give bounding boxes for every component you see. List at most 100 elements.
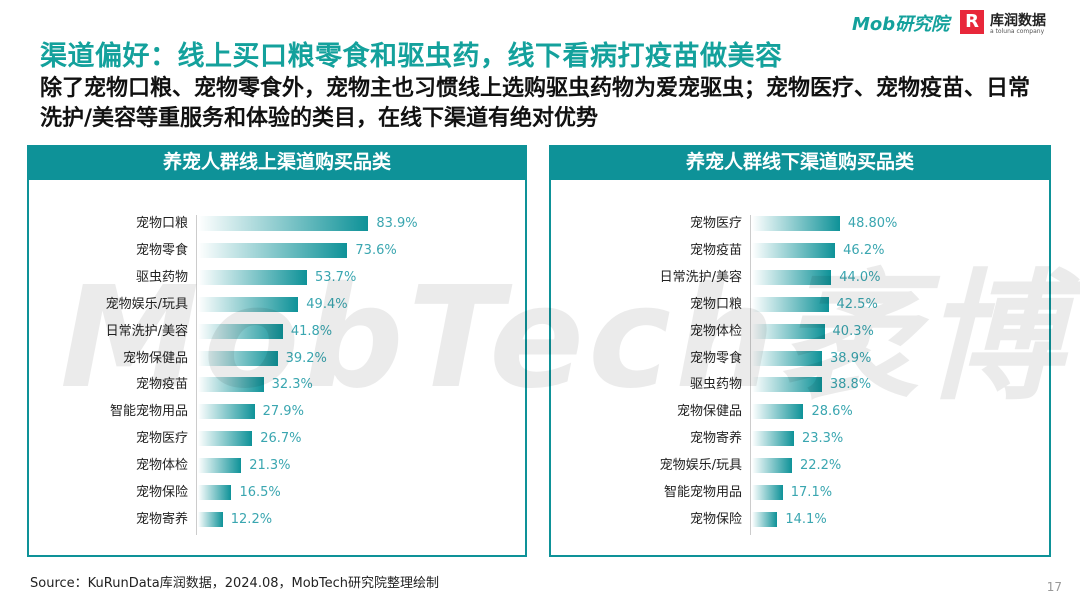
category-label: 宠物寄养 <box>135 511 188 527</box>
page-number: 17 <box>1046 580 1062 594</box>
category-label: 宠物娱乐/玩具 <box>659 458 742 474</box>
kurun-logo-sub: a toluna company <box>990 28 1045 35</box>
value-label: 46.2% <box>843 242 885 258</box>
bar <box>752 485 783 500</box>
value-label: 21.3% <box>249 458 291 474</box>
bar <box>752 216 840 231</box>
category-label: 驱虫药物 <box>135 269 188 285</box>
category-label: 宠物保险 <box>135 485 188 500</box>
category-label: 宠物保健品 <box>122 350 188 366</box>
bar <box>198 296 299 312</box>
kurun-logo: 库润数据 <box>990 13 1046 29</box>
category-label: 宠物口粮 <box>135 216 188 231</box>
category-label: 宠物体检 <box>135 458 188 474</box>
value-label: 41.8% <box>290 323 333 339</box>
category-label: 宠物医疗 <box>135 431 188 447</box>
bar <box>198 350 278 366</box>
bar <box>752 296 829 312</box>
bar-row: 驱虫药物 53.7% <box>29 269 525 286</box>
bar-row: 宠物医疗 26.7% <box>29 431 525 447</box>
value-label: 40.3% <box>832 323 874 339</box>
bar-row: 宠物娱乐/玩具 49.4% <box>29 296 525 313</box>
value-label: 17.1% <box>790 485 833 500</box>
bar <box>198 323 283 339</box>
bar-row: 日常洗护/美容 44.0% <box>551 269 1049 286</box>
value-label: 12.2% <box>230 511 273 527</box>
source-note: Source：KuRunData库润数据，2024.08，MobTech研究院整… <box>30 576 440 591</box>
axis-line <box>196 215 197 535</box>
bar <box>752 323 825 339</box>
category-label: 宠物寄养 <box>689 431 742 447</box>
value-label: 49.4% <box>306 296 348 312</box>
bar <box>198 269 307 285</box>
category-label: 智能宠物用品 <box>109 404 188 420</box>
bar <box>198 404 255 420</box>
offline-chart-title: 养宠人群线下渠道购买品类 <box>551 145 1049 180</box>
value-label: 83.9% <box>376 216 418 231</box>
bar-row: 宠物疫苗 32.3% <box>29 377 525 393</box>
bar-row: 宠物保险 16.5% <box>29 485 525 501</box>
bar-row: 宠物医疗 48.80% <box>551 216 1049 232</box>
online-chart-title: 养宠人群线上渠道购买品类 <box>29 145 525 180</box>
bar-row: 日常洗护/美容 41.8% <box>29 323 525 340</box>
category-label: 宠物娱乐/玩具 <box>105 296 188 312</box>
bar <box>752 431 794 447</box>
axis-line <box>750 215 751 535</box>
bar <box>198 431 253 447</box>
bar <box>752 511 778 527</box>
category-label: 宠物体检 <box>689 323 742 339</box>
bar-row: 宠物零食 73.6% <box>29 242 525 259</box>
bar <box>752 242 836 258</box>
category-label: 宠物零食 <box>135 242 188 258</box>
bar-row: 宠物寄养 23.3% <box>551 431 1049 447</box>
value-label: 22.2% <box>799 458 842 474</box>
value-label: 23.3% <box>801 431 844 447</box>
mob-logo: Mob研究院 <box>852 14 950 35</box>
bar-row: 宠物口粮 42.5% <box>551 296 1049 313</box>
value-label: 73.6% <box>355 242 397 258</box>
bar-row: 宠物寄养 12.2% <box>29 511 525 528</box>
bar-row: 宠物零食 38.9% <box>551 350 1049 367</box>
bar <box>198 242 348 258</box>
bar-row: 宠物疫苗 46.2% <box>551 242 1049 259</box>
bar-row: 智能宠物用品 27.9% <box>29 404 525 420</box>
bar-row: 宠物保健品 39.2% <box>29 350 525 367</box>
bar <box>198 458 242 474</box>
page-title: 渠道偏好：线上买口粮零食和驱虫药，线下看病打疫苗做美容 <box>40 41 783 72</box>
value-label: 42.5% <box>836 296 878 312</box>
offline-chart-panel: 养宠人群线下渠道购买品类 宠物医疗 48.80% 宠物疫苗 46.2% 日常洗护/美… <box>549 145 1051 557</box>
bar <box>752 350 823 366</box>
value-label: 27.9% <box>262 404 304 420</box>
value-label: 44.0% <box>839 269 881 285</box>
bar <box>198 377 264 393</box>
value-label: 28.6% <box>811 404 853 420</box>
bar <box>752 458 792 474</box>
value-label: 26.7% <box>260 431 302 447</box>
bar <box>752 404 804 420</box>
category-label: 宠物保险 <box>689 511 742 527</box>
value-label: 38.9% <box>830 350 872 366</box>
bar-row: 宠物保健品 28.6% <box>551 404 1049 420</box>
category-label: 日常洗护/美容 <box>105 323 188 339</box>
bar-row: 驱虫药物 38.8% <box>551 377 1049 393</box>
bar-row: 宠物体检 21.3% <box>29 458 525 474</box>
value-label: 53.7% <box>315 269 357 285</box>
value-label: 39.2% <box>285 350 327 366</box>
category-label: 日常洗护/美容 <box>659 269 742 285</box>
category-label: 宠物零食 <box>689 350 742 366</box>
bar <box>198 485 232 500</box>
bar-row: 宠物娱乐/玩具 22.2% <box>551 458 1049 474</box>
page-subtitle: 除了宠物口粮、宠物零食外，宠物主也习惯线上选购驱虫药物为爱宠驱虫；宠物医疗、宠物… <box>40 76 1031 131</box>
bar-row: 智能宠物用品 17.1% <box>551 485 1049 501</box>
bar <box>198 216 369 231</box>
online-chart-panel: 养宠人群线上渠道购买品类 宠物口粮 83.9% 宠物零食 73.6% 驱虫药物 53… <box>27 145 527 557</box>
bar-row: 宠物口粮 83.9% <box>29 216 525 232</box>
category-label: 驱虫药物 <box>689 377 742 393</box>
value-label: 38.8% <box>829 377 872 393</box>
category-label: 宠物医疗 <box>689 216 742 231</box>
category-label: 宠物疫苗 <box>689 242 742 258</box>
value-label: 32.3% <box>271 377 313 393</box>
value-label: 14.1% <box>785 511 827 527</box>
category-label: 宠物保健品 <box>676 404 742 420</box>
value-label: 48.80% <box>847 216 898 231</box>
